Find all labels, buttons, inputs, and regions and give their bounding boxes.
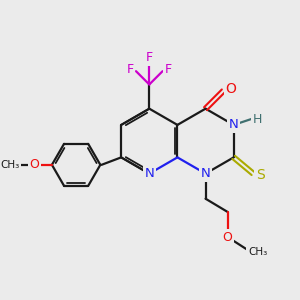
Text: O: O — [223, 231, 232, 244]
Text: S: S — [256, 168, 265, 182]
Text: N: N — [201, 167, 210, 180]
Text: CH₃: CH₃ — [248, 247, 267, 257]
Text: H: H — [253, 112, 262, 125]
Text: F: F — [165, 63, 172, 76]
Text: N: N — [229, 118, 238, 131]
Text: O: O — [225, 82, 236, 97]
Text: F: F — [146, 51, 153, 64]
Text: N: N — [144, 167, 154, 180]
Text: F: F — [127, 63, 134, 76]
Text: O: O — [29, 158, 39, 171]
Text: CH₃: CH₃ — [0, 160, 20, 170]
